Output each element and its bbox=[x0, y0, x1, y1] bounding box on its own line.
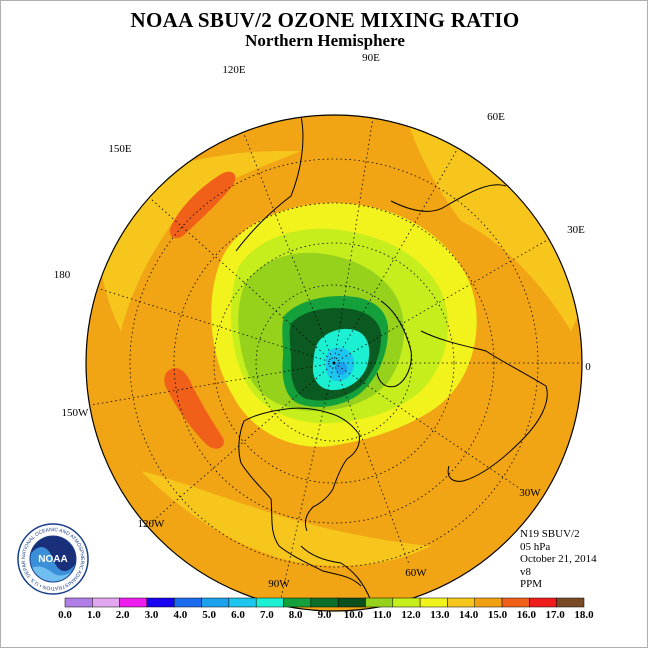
info-satellite: N19 SBUV/2 bbox=[520, 528, 580, 540]
figure-title: NOAA SBUV/2 OZONE MIXING RATIO bbox=[130, 8, 520, 32]
lon-label-120w: 120W bbox=[137, 518, 165, 530]
meridian-60e bbox=[333, 147, 459, 364]
latitude-circle-30n bbox=[173, 202, 495, 524]
colorbar-tick-label: 4.0 bbox=[173, 609, 188, 621]
colorbar-tick-label: 2.0 bbox=[115, 609, 130, 621]
noaa-logo: NATIONAL OCEANIC AND ATMOSPHERIC ADMINIS… bbox=[17, 523, 89, 595]
colorbar-tick-label: 16.0 bbox=[516, 609, 536, 621]
ozone-band-15-16-patch-pacific bbox=[164, 368, 224, 449]
coast-south-america bbox=[300, 545, 372, 602]
colorbar-tick-label: 1.0 bbox=[86, 609, 101, 621]
figure-subtitle: Northern Hemisphere bbox=[245, 31, 405, 50]
lon-label-120e: 120E bbox=[222, 64, 246, 76]
lon-label-90w: 90W bbox=[268, 578, 290, 590]
ozone-band-5-6 bbox=[335, 361, 348, 376]
colorbar-tick-label: 18.0 bbox=[574, 609, 594, 621]
meridian-30w bbox=[333, 362, 520, 489]
meridian-180 bbox=[86, 282, 335, 364]
lon-label-180: 180 bbox=[53, 269, 71, 281]
ozone-band-13-14-south bbox=[141, 471, 431, 566]
info-version: v8 bbox=[520, 565, 531, 578]
colorbar-tick-label: 8.0 bbox=[288, 609, 303, 621]
meridian-30e bbox=[333, 238, 550, 364]
lon-label-90e: 90E bbox=[362, 52, 380, 64]
coast-north-america bbox=[238, 407, 362, 587]
colorbar-tick-label: 6.0 bbox=[231, 609, 245, 621]
colorbar-tick-label: 13.0 bbox=[430, 609, 450, 621]
lon-label-30w: 30W bbox=[519, 487, 541, 499]
info-date: October 21, 2014 bbox=[520, 553, 597, 565]
lon-label-30e: 30E bbox=[567, 224, 585, 236]
colorbar-tick-label: 10.0 bbox=[343, 609, 363, 621]
colorbar-tick-label: 3.0 bbox=[144, 609, 159, 621]
colorbar-tick-label: 7.0 bbox=[259, 609, 274, 621]
meridian-120w bbox=[146, 362, 335, 527]
coast-greenland bbox=[376, 300, 412, 388]
meridian-120e bbox=[243, 133, 335, 364]
logo-text: NOAA bbox=[38, 554, 67, 565]
info-units: PPM bbox=[520, 578, 543, 590]
lon-label-150w: 150W bbox=[61, 407, 89, 419]
lon-label-60e: 60E bbox=[487, 111, 505, 123]
colorbar-tick-label: 0.0 bbox=[58, 609, 72, 621]
ozone-band-15-16-patch-east-asia bbox=[169, 171, 236, 239]
meridian-150w bbox=[90, 362, 335, 406]
colorbar-tick-label: 12.0 bbox=[401, 609, 421, 621]
colorbar-tick-label: 17.0 bbox=[545, 609, 565, 621]
colorbar-tick-label: 5.0 bbox=[202, 609, 217, 621]
coast-asia bbox=[235, 115, 507, 252]
coastlines bbox=[235, 115, 548, 602]
coast-europe-africa bbox=[420, 330, 548, 482]
colorbar-tick-label: 9.0 bbox=[317, 609, 332, 621]
colorbar-tick-label: 15.0 bbox=[487, 609, 508, 621]
meridian-90e bbox=[333, 117, 374, 364]
latitude-circle-45n bbox=[213, 242, 455, 484]
lon-label-60w: 60W bbox=[405, 567, 427, 579]
map-disk-outline bbox=[85, 114, 583, 612]
info-block: N19 SBUV/2 05 hPa October 21, 2014 v8 PP… bbox=[520, 528, 597, 591]
lon-label-150e: 150E bbox=[108, 143, 132, 155]
info-level: 05 hPa bbox=[520, 540, 551, 553]
colorbar-tick-label: 14.0 bbox=[459, 609, 479, 621]
meridian-150e bbox=[130, 180, 335, 364]
lon-label-0: 0 bbox=[585, 361, 591, 373]
graticule bbox=[86, 117, 582, 599]
colorbar-tick-label: 11.0 bbox=[372, 609, 392, 621]
